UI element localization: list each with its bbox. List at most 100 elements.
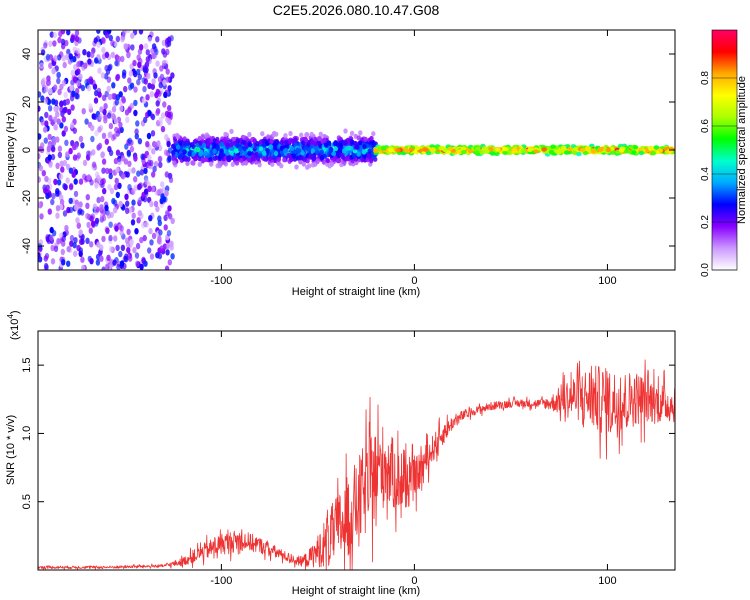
heatmap-cell xyxy=(165,68,170,75)
heatmap-cell xyxy=(206,137,211,143)
heatmap-cell xyxy=(362,153,367,159)
heatmap-cell xyxy=(113,235,118,242)
heatmap-cell xyxy=(68,197,73,205)
heatmap-cell xyxy=(43,42,48,49)
heatmap-cell xyxy=(304,132,309,138)
heatmap-cell xyxy=(237,146,243,152)
heatmap-cell xyxy=(122,255,128,263)
heatmap-cell xyxy=(128,70,134,77)
heatmap-cell xyxy=(475,146,481,151)
heatmap-cell xyxy=(155,100,160,107)
heatmap-cell xyxy=(51,136,57,143)
bottom-y-tick-label: 1.5 xyxy=(21,357,33,372)
heatmap-cell xyxy=(45,192,50,200)
heatmap-cell xyxy=(53,116,58,123)
heatmap-cell xyxy=(89,258,94,265)
heatmap-cell xyxy=(349,139,355,145)
heatmap-cell xyxy=(99,204,104,211)
heatmap-cell xyxy=(61,130,66,137)
heatmap-cell xyxy=(217,161,222,167)
heatmap-cell xyxy=(219,141,224,147)
heatmap-cell xyxy=(97,91,102,98)
heatmap-cell xyxy=(108,172,113,180)
heatmap-cell xyxy=(111,197,116,205)
heatmap-cell xyxy=(107,131,112,139)
heatmap-cell xyxy=(139,263,144,270)
heatmap-cell xyxy=(43,137,48,144)
heatmap-cell xyxy=(126,30,131,34)
heatmap-cell xyxy=(128,255,133,262)
heatmap-cell xyxy=(47,208,52,215)
heatmap-cell xyxy=(69,240,74,247)
heatmap-cell xyxy=(149,159,154,167)
heatmap-cell xyxy=(225,150,230,156)
heatmap-cell xyxy=(133,155,138,162)
heatmap-cell xyxy=(155,205,160,213)
heatmap-cell xyxy=(153,72,158,79)
heatmap-cell xyxy=(295,147,300,153)
heatmap-cell xyxy=(63,106,68,114)
heatmap-cell xyxy=(318,131,323,137)
heatmap-cell xyxy=(38,105,41,112)
colorbar-tick-label: 0.0 xyxy=(700,263,711,277)
heatmap-cell xyxy=(205,141,211,147)
heatmap-cell xyxy=(369,158,374,164)
heatmap-cell xyxy=(322,133,327,140)
heatmap-cell xyxy=(83,62,88,69)
heatmap-cell xyxy=(76,47,81,55)
heatmap-cell xyxy=(108,245,114,253)
heatmap-cell xyxy=(489,151,496,156)
heatmap-cell xyxy=(150,185,155,193)
heatmap-cell xyxy=(50,244,55,252)
heatmap-cell xyxy=(371,131,376,137)
heatmap-cell xyxy=(502,150,508,155)
heatmap-cell xyxy=(53,245,59,252)
heatmap-cell xyxy=(479,150,486,155)
heatmap-cell xyxy=(164,190,169,197)
heatmap-cell xyxy=(62,61,67,69)
heatmap-cell xyxy=(97,142,103,150)
heatmap-cell xyxy=(550,144,556,149)
heatmap-cell xyxy=(185,138,190,144)
heatmap-cell xyxy=(333,146,338,152)
heatmap-cell xyxy=(167,205,172,212)
heatmap-cell xyxy=(170,253,175,260)
heatmap-cell xyxy=(283,139,289,145)
heatmap-cell xyxy=(147,110,152,117)
heatmap-cell xyxy=(408,147,415,152)
snr-panel: -100 0 100 0.5 1.0 1.5 Height of straight li… xyxy=(5,310,676,597)
heatmap-cell xyxy=(100,37,106,44)
heatmap-cell xyxy=(137,138,143,145)
heatmap-cell xyxy=(49,118,55,126)
heatmap-cell xyxy=(226,155,231,161)
heatmap-cell xyxy=(96,196,101,204)
heatmap-cell xyxy=(363,136,368,142)
heatmap-cell xyxy=(94,217,100,225)
heatmap-cell xyxy=(167,118,172,126)
colorbar-tick-label: 0.6 xyxy=(700,119,711,133)
colorbar-tick-label: 0.8 xyxy=(700,71,711,85)
heatmap-cell xyxy=(345,156,350,162)
heatmap-cell xyxy=(169,240,174,247)
heatmap-cell xyxy=(133,176,138,183)
heatmap-cell xyxy=(421,147,428,152)
heatmap-cell xyxy=(143,188,149,195)
heatmap-cell xyxy=(87,58,92,65)
heatmap-cell xyxy=(160,181,165,188)
heatmap-cell xyxy=(38,176,41,183)
top-x-tick-label: -100 xyxy=(210,275,232,287)
heatmap-cell xyxy=(190,160,195,166)
heatmap-cell xyxy=(94,182,99,189)
heatmap-cell xyxy=(150,83,155,90)
heatmap-cell xyxy=(111,82,116,89)
heatmap-cell xyxy=(72,242,77,249)
heatmap-cell xyxy=(137,48,143,55)
heatmap-cell xyxy=(60,248,65,256)
heatmap-cell xyxy=(164,133,169,141)
heatmap-cell xyxy=(149,253,155,260)
heatmap-cell xyxy=(40,142,45,149)
heatmap-cell xyxy=(367,148,372,154)
heatmap-cell xyxy=(149,239,154,246)
colorbar-ticks: 0.0 0.2 0.4 0.6 0.8 xyxy=(700,71,737,277)
